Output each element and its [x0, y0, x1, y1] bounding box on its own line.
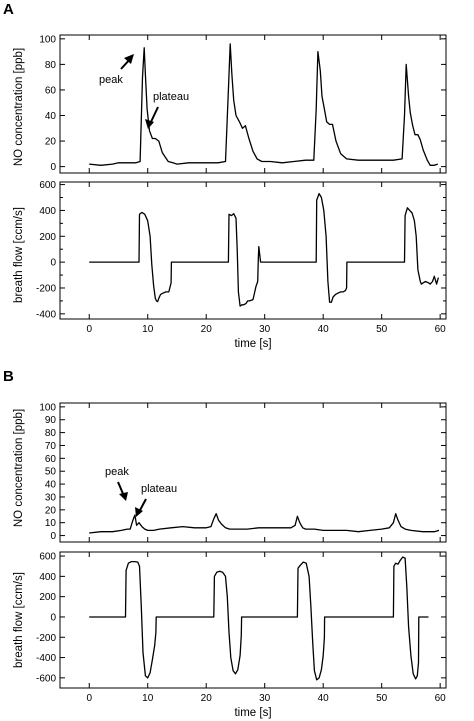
panel-a-flow-ytick-label: 0	[50, 258, 56, 269]
panel-a-no-chart: 0 20 40 60 80 100	[39, 34, 447, 174]
panel-a-flow-xtick-label: 50	[376, 324, 388, 335]
panel-b-xlabel: time [s]	[234, 707, 271, 719]
panel-b-flow-xtick-label: 50	[376, 693, 388, 704]
panel-a-no-ytick-label: 0	[50, 162, 56, 173]
panel-a-no-ytick-label: 20	[45, 137, 57, 148]
panel-b-flow-ytick-label: 200	[39, 592, 56, 603]
panel-b-flow-xtick-label: 20	[201, 693, 213, 704]
panel-b-flow-ytick-label: 0	[50, 612, 56, 623]
panel-a-flow-ytick-label: 200	[39, 232, 56, 243]
panel-a-flow-series-line	[89, 192, 440, 307]
panel-b-no-ytick-label: 20	[45, 505, 57, 516]
panel-a-flow-ytick-label: -200	[36, 283, 56, 294]
panel-b-no-frame	[59, 402, 447, 543]
panel-b-flow-xtick-label: 10	[142, 693, 154, 704]
panel-b-no-ytick-label: 100	[39, 402, 56, 413]
panel-a-flow-xtick-label: 0	[86, 324, 92, 335]
panel-a-flow-ytick-label: 400	[39, 206, 56, 217]
panel-b-flow-xtick-label: 30	[259, 693, 271, 704]
panel-a-no-ytick-label: 100	[39, 34, 56, 45]
panel-a-no-ytick-label: 80	[45, 60, 57, 71]
panel-a-flow-xtick-label: 60	[435, 324, 447, 335]
panel-a-flow-xtick-label: 30	[259, 324, 271, 335]
panel-a-peak-label: peak	[99, 74, 123, 86]
panel-a-no-ylabel: NO concentration [ppb]	[13, 48, 25, 166]
panel-a-no-frame	[59, 34, 447, 174]
panel-b-flow-ytick-label: 400	[39, 572, 56, 583]
panel-b-flow-xtick-label: 40	[318, 693, 330, 704]
panel-a-flow-ytick-label: -400	[36, 309, 56, 320]
panel-b-flow-xtick-label: 0	[86, 693, 92, 704]
panel-a-xlabel: time [s]	[234, 338, 271, 350]
panel-a-flow-xtick-label: 20	[201, 324, 213, 335]
panel-b-no-ytick-label: 50	[45, 467, 57, 478]
panel-b-no-ytick-label: 70	[45, 441, 57, 452]
panel-b-no-ytick-label: 40	[45, 480, 57, 491]
panel-a-flow-ytick-label: 600	[39, 180, 56, 191]
panel-a-flow-ylabel: breath flow [ccm/s]	[13, 207, 25, 303]
panel-b-peak-arrow	[117, 481, 128, 501]
panel-b-flow-ytick-label: 600	[39, 552, 56, 563]
panel-b-flow-ytick-label: -400	[36, 653, 56, 664]
panel-b-flow-xtick-label: 60	[435, 693, 447, 704]
panel-b-flow-chart: -600 -400 -200 0 200 400 600 0 10 20 30 40 50 60	[36, 551, 447, 704]
panel-a-no-series-line	[89, 43, 439, 166]
panel-a-no-ytick-label: 40	[45, 111, 57, 122]
panel-a-flow-frame	[59, 181, 447, 320]
panel-b-no-ytick-label: 80	[45, 428, 57, 439]
panel-a-flow-xtick-label: 40	[318, 324, 330, 335]
panel-b-no-series-line	[89, 513, 440, 534]
panel-a-plateau-arrow	[145, 106, 159, 129]
panel-b-no-ytick-label: 0	[50, 531, 56, 542]
panel-letter-a: A	[3, 1, 14, 18]
panel-a-no-ytick-label: 60	[45, 85, 57, 96]
panel-b-plateau-label: plateau	[141, 483, 177, 495]
panel-b-no-ytick-label: 10	[45, 518, 57, 529]
panel-b-no-ytick-label: 90	[45, 415, 57, 426]
panel-a-flow-chart: -400 -200 0 200 400 600 0 10 20 30 40 50 60	[36, 180, 447, 335]
panel-letter-b: B	[3, 368, 14, 385]
panel-a-plateau-label: plateau	[153, 91, 189, 103]
panel-b-no-ytick-label: 30	[45, 492, 57, 503]
panel-b-flow-ylabel: breath flow [ccm/s]	[13, 572, 25, 668]
panel-b-no-ylabel: NO concentration [ppb]	[13, 409, 25, 527]
panel-a-peak-arrow	[120, 54, 134, 70]
panel-b-flow-ytick-label: -200	[36, 633, 56, 644]
panel-b-flow-frame	[59, 551, 447, 689]
panel-a-flow-xtick-label: 10	[142, 324, 154, 335]
panel-b-peak-label: peak	[105, 466, 129, 478]
panel-b-flow-series-line	[89, 556, 429, 681]
panel-b-flow-ytick-label: -600	[36, 673, 56, 684]
panel-b-no-ytick-label: 60	[45, 454, 57, 465]
panel-b-plateau-arrow	[135, 498, 147, 517]
